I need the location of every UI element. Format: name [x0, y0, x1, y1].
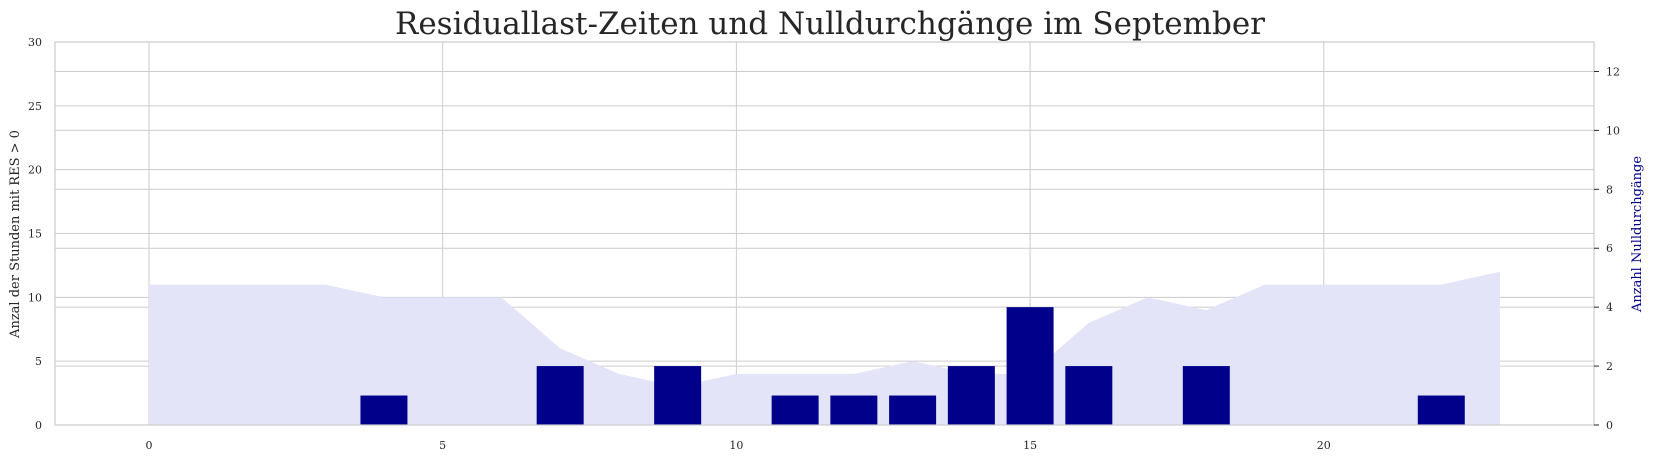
right-axis-ticks: 0 2 4 6 8 10 12: [1594, 65, 1620, 432]
left-tick-label: 5: [35, 355, 42, 368]
x-tick-label: 10: [729, 439, 743, 452]
bar: [536, 366, 584, 425]
bar: [360, 395, 408, 425]
bar: [947, 366, 995, 425]
bar: [654, 366, 702, 425]
right-tick-label: 6: [1606, 242, 1613, 255]
left-tick-label: 0: [35, 419, 42, 432]
bar: [1065, 366, 1113, 425]
left-axis-label: Anzal der Stunden mit RES > 0: [8, 130, 23, 339]
right-tick-label: 8: [1606, 183, 1613, 196]
left-tick-label: 10: [28, 291, 42, 304]
right-tick-label: 0: [1606, 419, 1613, 432]
x-tick-label: 5: [439, 439, 446, 452]
right-tick-label: 2: [1606, 360, 1613, 373]
bar: [771, 395, 819, 425]
x-axis-ticks: 0 5 10 15 20: [145, 439, 1330, 452]
right-tick-label: 12: [1606, 65, 1620, 78]
x-tick-label: 15: [1023, 439, 1037, 452]
bar-series: [360, 307, 1465, 425]
plot-frame: [54, 41, 1595, 426]
right-tick-label: 4: [1606, 301, 1613, 314]
bar: [830, 395, 878, 425]
bar: [889, 395, 937, 425]
area-fill: [148, 271, 1501, 425]
right-axis-label: Anzahl Nulldurchgänge: [1630, 156, 1645, 313]
left-axis-ticks: 0 5 10 15 20 25 30: [28, 36, 42, 432]
left-tick-label: 20: [28, 164, 42, 177]
x-tick-label: 0: [145, 439, 152, 452]
right-tick-label: 10: [1606, 124, 1620, 137]
left-tick-label: 30: [28, 36, 42, 49]
chart-title: Residuallast-Zeiten und Nulldurchgänge i…: [395, 6, 1265, 42]
bar: [1006, 307, 1054, 425]
x-tick-label: 20: [1317, 439, 1331, 452]
area-series: [148, 271, 1501, 425]
bar: [1417, 395, 1465, 425]
bar: [1182, 366, 1230, 425]
left-tick-label: 25: [28, 100, 42, 113]
left-tick-label: 15: [28, 228, 42, 241]
